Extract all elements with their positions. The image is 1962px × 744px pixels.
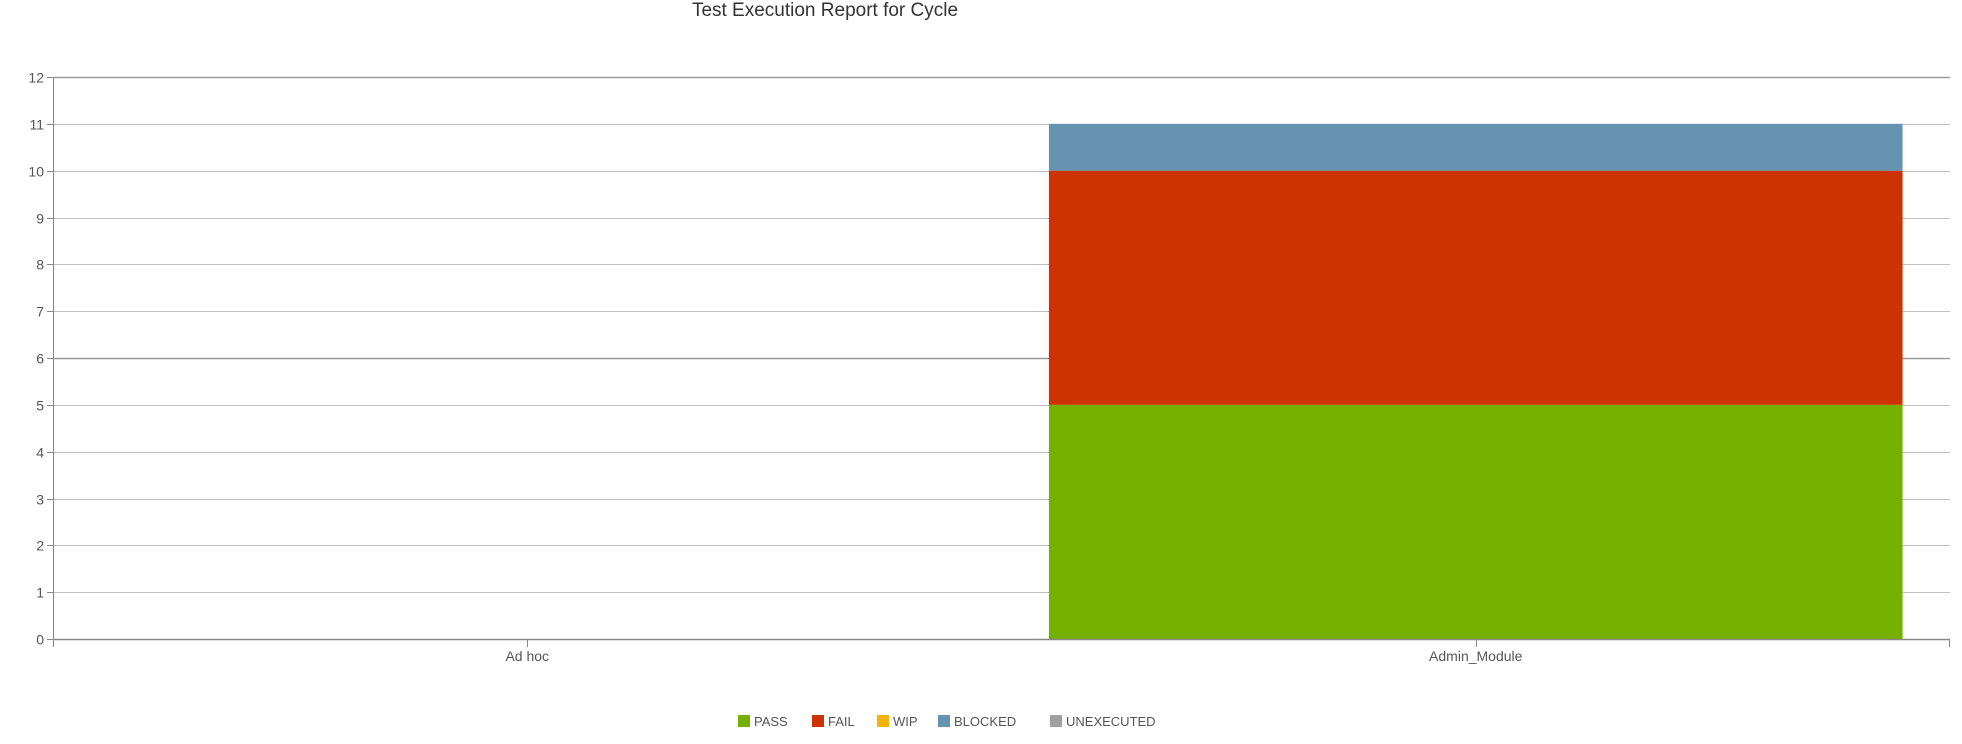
legend-label-unexecuted[interactable]: UNEXECUTED [1066, 714, 1156, 729]
y-tick-label: 2 [36, 538, 44, 554]
legend-swatch-wip[interactable] [877, 715, 889, 727]
legend-swatch-pass[interactable] [738, 715, 750, 727]
legend-swatch-fail[interactable] [812, 715, 824, 727]
y-tick-label: 10 [28, 164, 44, 180]
y-tick-label: 5 [36, 398, 44, 414]
y-tick-label: 7 [36, 304, 44, 320]
legend-label-blocked[interactable]: BLOCKED [954, 714, 1016, 729]
y-tick-label: 6 [36, 351, 44, 367]
legend: PASS FAIL WIP BLOCKED UNEXECUTED [738, 714, 1156, 729]
legend-label-fail[interactable]: FAIL [828, 714, 855, 729]
legend-label-wip[interactable]: WIP [893, 714, 918, 729]
x-tick-label: Admin_Module [1429, 648, 1523, 664]
legend-swatch-unexecuted[interactable] [1050, 715, 1062, 727]
y-tick-label: 9 [36, 211, 44, 227]
y-tick-label: 0 [36, 632, 44, 648]
y-tick-label: 3 [36, 492, 44, 508]
y-tick-label: 4 [36, 445, 44, 461]
bar-pass[interactable] [1048, 404, 1903, 639]
y-tick-label: 8 [36, 257, 44, 273]
y-tick-label: 11 [29, 117, 44, 133]
y-tick-label: 1 [36, 585, 44, 601]
bar-fail[interactable] [1048, 170, 1903, 405]
bars [1048, 123, 1903, 639]
legend-swatch-blocked[interactable] [938, 715, 950, 727]
x-tick-label: Ad hoc [505, 648, 549, 664]
bar-blocked[interactable] [1048, 123, 1903, 171]
y-tick-label: 12 [28, 70, 44, 86]
chart-title: Test Execution Report for Cycle [691, 0, 959, 21]
legend-label-pass[interactable]: PASS [754, 714, 788, 729]
